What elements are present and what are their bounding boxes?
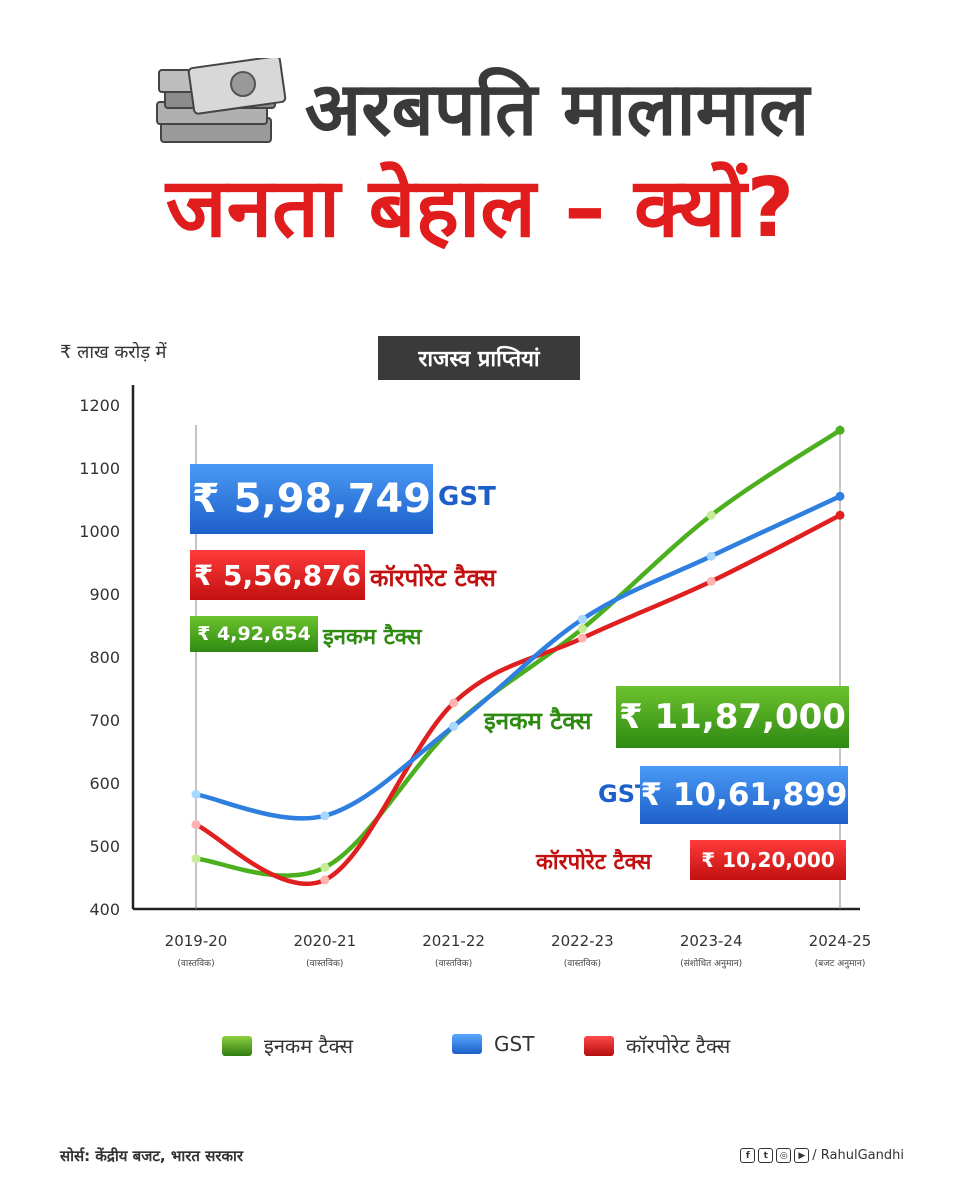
y-tick-label: 400 <box>89 900 120 919</box>
callout-corp-2024-value: ₹ 10,20,000 <box>690 840 846 880</box>
callout-income-2019-value: ₹ 4,92,654 <box>190 616 318 652</box>
footer-social: f t ◎ ▶ / RahulGandhi <box>740 1148 904 1163</box>
series-line-2 <box>193 513 843 886</box>
data-point <box>191 820 201 830</box>
callout-gst-2024-value: ₹ 10,61,899 <box>640 766 848 824</box>
callout-income-2019-label: इनकम टैक्स <box>323 625 422 650</box>
x-tick-label: 2021-22 <box>422 932 485 950</box>
chart-points <box>191 425 845 885</box>
cash-stack-icon <box>151 55 291 170</box>
data-point <box>449 698 459 708</box>
x-tick-labels: 2019-20 (वास्तविक) 2020-21 (वास्तविक) 2021-2… <box>165 932 872 969</box>
series-line-1 <box>193 494 843 821</box>
data-point <box>449 721 459 731</box>
legend-swatch-income-tax <box>222 1035 252 1056</box>
callout-corp-2019-label: कॉरपोरेट टैक्स <box>370 564 496 592</box>
callout-gst-2019-text: ₹ 5,98,749 <box>191 476 432 522</box>
callout-income-2024-label: इनकम टैक्स <box>484 707 592 735</box>
y-tick-label: 1000 <box>79 522 120 541</box>
x-tick-label: 2023-24 <box>680 932 743 950</box>
data-point <box>320 811 330 821</box>
data-point <box>191 789 201 799</box>
x-tick-note: (वास्तविक) <box>177 957 214 969</box>
instagram-icon[interactable]: ◎ <box>776 1148 792 1163</box>
x-tick-note: (वास्तविक) <box>564 957 601 969</box>
x-tick-note: (बजट अनुमान) <box>815 959 866 969</box>
y-tick-label: 800 <box>89 648 120 667</box>
legend-item-corporate-tax: कॉरपोरेट टैक्स <box>584 1032 730 1059</box>
y-tick-label: 1100 <box>79 459 120 478</box>
callout-corp-2024-text: ₹ 10,20,000 <box>701 848 835 872</box>
y-axis-unit-label: ₹ लाख करोड़ में <box>60 342 167 363</box>
data-point <box>706 551 716 561</box>
legend-item-gst: GST <box>452 1032 534 1056</box>
callout-income-2019-text: ₹ 4,92,654 <box>197 623 311 645</box>
legend-item-income-tax: इनकम टैक्स <box>222 1032 353 1059</box>
headline-text-1: अरबपति मालामाल <box>304 66 810 153</box>
data-point <box>835 425 845 435</box>
callout-income-2024-value: ₹ 11,87,000 <box>616 686 849 748</box>
y-tick-label: 900 <box>89 585 120 604</box>
chart-axes <box>131 385 860 911</box>
x-tick-label: 2022-23 <box>551 932 614 950</box>
data-point <box>577 633 587 643</box>
callout-gst-2019-value: ₹ 5,98,749 <box>190 464 433 534</box>
youtube-icon[interactable]: ▶ <box>794 1148 810 1163</box>
data-point <box>320 862 330 872</box>
data-point <box>320 875 330 885</box>
callout-corp-2019-value: ₹ 5,56,876 <box>190 550 365 600</box>
callout-corp-2024-label: कॉरपोरेट टैक्स <box>536 850 652 875</box>
legend-label-corporate-tax: कॉरपोरेट टैक्स <box>626 1034 731 1058</box>
callout-income-2024-text: ₹ 11,87,000 <box>619 697 846 737</box>
y-tick-label: 500 <box>89 837 120 856</box>
data-point <box>835 510 845 520</box>
x-tick-label: 2024-25 <box>809 932 872 950</box>
x-tick-note: (वास्तविक) <box>435 957 472 969</box>
y-tick-label: 600 <box>89 774 120 793</box>
callout-gst-2019-label: GST <box>438 482 496 512</box>
callout-corp-2019-text: ₹ 5,56,876 <box>193 558 362 592</box>
x-tick-note: (संशोधित अनुमान) <box>680 957 742 969</box>
data-point <box>835 491 845 501</box>
callout-gst-2024-text: ₹ 10,61,899 <box>640 777 848 813</box>
twitter-icon[interactable]: t <box>758 1148 774 1163</box>
legend-swatch-gst <box>452 1034 482 1054</box>
legend-label-gst: GST <box>494 1032 535 1056</box>
headline-line2: जनता बेहाल – क्यों? <box>165 161 795 256</box>
x-tick-note: (वास्तविक) <box>306 957 343 969</box>
chart-title: राजस्व प्राप्तियां <box>378 336 580 380</box>
revenue-line-chart: 400 500 600 700 800 900 1000 1100 1200 2019-20 (व… <box>79 385 872 969</box>
footer-handle: / RahulGandhi <box>812 1148 904 1163</box>
data-point <box>577 614 587 624</box>
headline-line1: अरबपति मालामाल <box>0 55 960 170</box>
facebook-icon[interactable]: f <box>740 1148 756 1163</box>
y-tick-label: 700 <box>89 711 120 730</box>
x-tick-label: 2019-20 <box>165 932 228 950</box>
legend-label-income-tax: इनकम टैक्स <box>264 1034 353 1058</box>
y-tick-label: 1200 <box>79 396 120 415</box>
data-point <box>706 576 716 586</box>
data-point <box>706 510 716 520</box>
footer-source: सोर्स: केंद्रीय बजट, भारत सरकार <box>60 1147 244 1165</box>
y-tick-labels: 400 500 600 700 800 900 1000 1100 1200 <box>79 396 120 919</box>
legend-swatch-corporate-tax <box>584 1035 614 1056</box>
data-point <box>577 624 587 634</box>
data-point <box>191 854 201 864</box>
x-tick-label: 2020-21 <box>293 932 356 950</box>
